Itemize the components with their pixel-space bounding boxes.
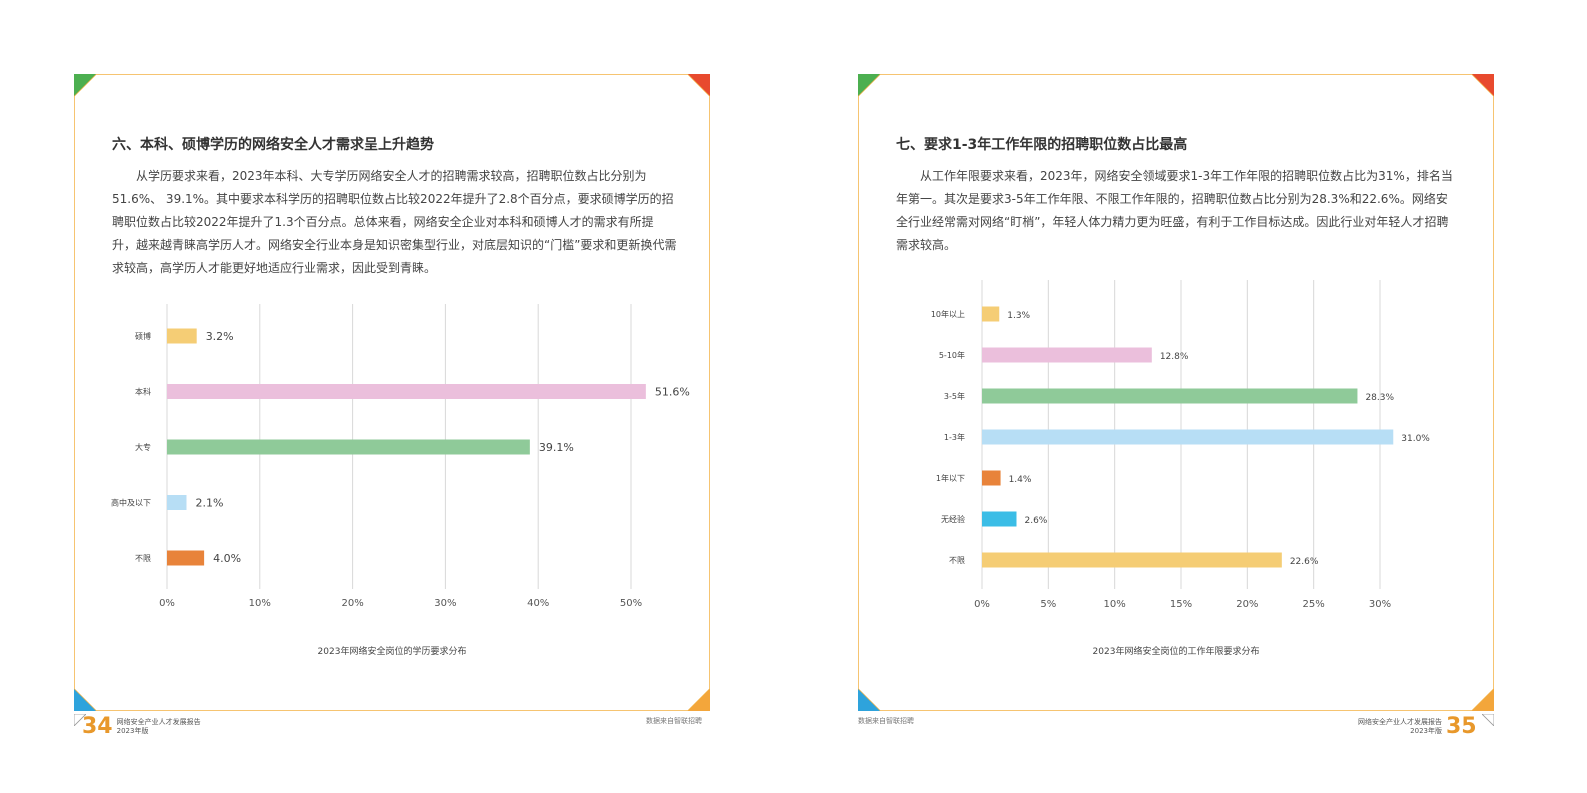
- bar: [982, 511, 1017, 527]
- value-label: 2.1%: [195, 497, 223, 510]
- category-label: 5-10年: [939, 350, 965, 360]
- category-label: 本科: [135, 387, 151, 397]
- category-label: 不限: [949, 556, 965, 565]
- value-label: 2.6%: [1024, 516, 1047, 526]
- corner-orange-triangle: [688, 689, 710, 711]
- value-label: 22.6%: [1290, 557, 1319, 567]
- section-paragraph: 从工作年限要求来看，2023年，网络安全领域要求1-3年工作年限的招聘职位数占比…: [896, 169, 1453, 252]
- category-label: 1年以下: [936, 473, 965, 483]
- report-name-left: 网络安全产业人才发展报告: [116, 718, 201, 726]
- corner-green-triangle: [858, 74, 880, 96]
- bar: [167, 328, 197, 344]
- x-tick-label: 0%: [974, 599, 990, 610]
- category-label: 硕博: [135, 331, 151, 341]
- value-label: 31.0%: [1401, 434, 1430, 444]
- report-edition-right: 2023年版: [1410, 727, 1442, 735]
- category-label: 高中及以下: [111, 498, 151, 508]
- x-tick-label: 10%: [249, 598, 271, 609]
- section-title: 六、本科、硕博学历的网络安全人才需求呈上升趋势: [112, 137, 434, 153]
- x-tick-label: 30%: [434, 598, 456, 609]
- value-label: 3.2%: [206, 330, 234, 343]
- x-tick-label: 0%: [159, 598, 175, 609]
- left-page-panel: 六、本科、硕博学历的网络安全人才需求呈上升趋势 从学历要求来看，2023年本科、…: [74, 74, 710, 711]
- report-name-right: 网络安全产业人才发展报告: [1358, 718, 1442, 726]
- footer-corner-mark: [74, 714, 86, 726]
- right-footer: 网络安全产业人才发展报告 2023年版 35: [1358, 716, 1477, 738]
- corner-orange-triangle: [1472, 689, 1494, 711]
- right-page-panel: 七、要求1-3年工作年限的招聘职位数占比最高 从工作年限要求来看，2023年，网…: [858, 74, 1494, 711]
- corner-red-triangle: [688, 74, 710, 96]
- education-bar-chart: 0% 10% 20% 30% 40% 50% 硕博 3.2% 本科 51.6% 大专 39.1% 高中及…: [111, 304, 690, 609]
- bar: [167, 550, 205, 566]
- bar: [167, 384, 646, 399]
- x-tick-label: 10%: [1104, 599, 1126, 610]
- corner-blue-triangle: [74, 689, 96, 711]
- value-label: 4.0%: [213, 552, 241, 565]
- report-edition-left: 2023年版: [116, 727, 149, 735]
- x-tick-label: 20%: [341, 598, 363, 609]
- data-source-left: 数据来自智联招聘: [646, 717, 702, 725]
- x-tick-label: 40%: [527, 598, 549, 609]
- corner-green-triangle: [74, 74, 96, 96]
- bar: [982, 347, 1152, 363]
- corner-red-triangle: [1472, 74, 1494, 96]
- left-footer: 34 网络安全产业人才发展报告 2023年版: [82, 716, 201, 738]
- bar: [982, 306, 1000, 322]
- value-label: 12.8%: [1160, 352, 1189, 362]
- x-tick-label: 20%: [1236, 599, 1258, 610]
- section-paragraph: 从学历要求来看，2023年本科、大专学历网络安全人才的招聘需求较高，招聘职位数占…: [112, 169, 677, 275]
- category-label: 1-3年: [944, 432, 965, 442]
- footer-corner-mark: [1482, 714, 1494, 726]
- value-label: 1.4%: [1009, 475, 1032, 485]
- category-label: 3-5年: [944, 391, 965, 401]
- category-label: 10年以上: [931, 309, 965, 319]
- data-source-right: 数据来自智联招聘: [858, 717, 914, 725]
- experience-bar-chart: 0% 5% 10% 15% 20% 25% 30% 10年以上 1.3% 5-10年 12.8% 3-…: [931, 280, 1430, 610]
- value-label: 1.3%: [1007, 311, 1030, 321]
- corner-blue-triangle: [858, 689, 880, 711]
- bar: [982, 429, 1394, 445]
- chart-caption: 2023年网络安全岗位的工作年限要求分布: [1092, 647, 1260, 657]
- bar: [167, 439, 530, 455]
- category-label: 大专: [135, 442, 151, 452]
- page-number-right: 35: [1446, 714, 1477, 739]
- value-label: 28.3%: [1365, 393, 1394, 403]
- bar: [167, 495, 187, 510]
- category-label: 不限: [135, 554, 151, 563]
- x-tick-label: 15%: [1170, 599, 1192, 610]
- category-label: 无经验: [941, 514, 965, 524]
- x-tick-label: 5%: [1040, 599, 1056, 610]
- x-tick-label: 50%: [620, 598, 642, 609]
- value-label: 51.6%: [655, 386, 690, 399]
- page-number-left: 34: [82, 714, 113, 739]
- chart-caption: 2023年网络安全岗位的学历要求分布: [317, 647, 467, 657]
- bar: [982, 552, 1282, 568]
- value-label: 39.1%: [539, 441, 574, 454]
- x-tick-label: 30%: [1369, 599, 1391, 610]
- section-title: 七、要求1-3年工作年限的招聘职位数占比最高: [896, 137, 1188, 153]
- bar: [982, 470, 1001, 486]
- x-tick-label: 25%: [1303, 599, 1325, 610]
- bar: [982, 388, 1358, 404]
- chart-gridlines: [166, 304, 632, 589]
